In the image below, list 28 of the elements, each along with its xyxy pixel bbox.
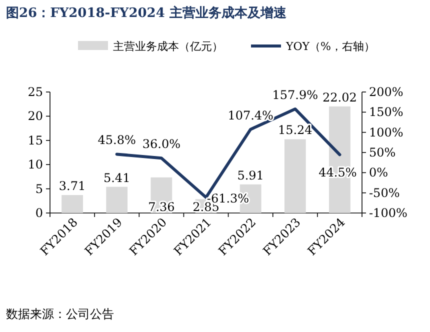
source-note: 数据来源：公司公告 xyxy=(6,307,114,321)
y-tick-label: 5 xyxy=(35,182,43,196)
data-label: 45.8% xyxy=(98,133,136,148)
y2-tick-label: 100% xyxy=(369,125,404,140)
y-tick-label: 25 xyxy=(28,85,43,99)
y2-tick-label: 50% xyxy=(369,146,396,160)
chart-title: 图26：FY2018-FY2024 主营业务成本及增速 xyxy=(6,5,288,21)
y-tick-label: 20 xyxy=(28,109,43,124)
y-tick-label: 10 xyxy=(28,158,43,172)
data-label: 7.36 xyxy=(148,200,175,214)
data-label: 15.24 xyxy=(278,123,313,138)
data-label: 5.91 xyxy=(237,168,264,182)
legend-label: YOY（%，右轴） xyxy=(285,40,375,53)
data-label: 22.02 xyxy=(322,90,357,104)
y-tick-label: 0 xyxy=(35,206,43,220)
y-tick-label: 15 xyxy=(28,133,43,148)
data-label: 107.4% xyxy=(228,108,274,122)
data-label: 36.0% xyxy=(142,137,180,152)
data-label: 44.5% xyxy=(318,166,357,180)
y2-tick-label: -50% xyxy=(369,186,400,200)
data-label: 3.71 xyxy=(58,179,86,194)
y2-tick-label: 0% xyxy=(369,166,388,180)
data-label: 5.41 xyxy=(104,170,130,185)
data-label: 157.9% xyxy=(272,88,318,102)
y2-tick-label: 150% xyxy=(369,105,404,120)
y2-tick-label: 200% xyxy=(369,85,404,99)
y2-tick-label: -100% xyxy=(369,206,408,220)
legend-label: 主营业务成本（亿元） xyxy=(113,40,223,53)
